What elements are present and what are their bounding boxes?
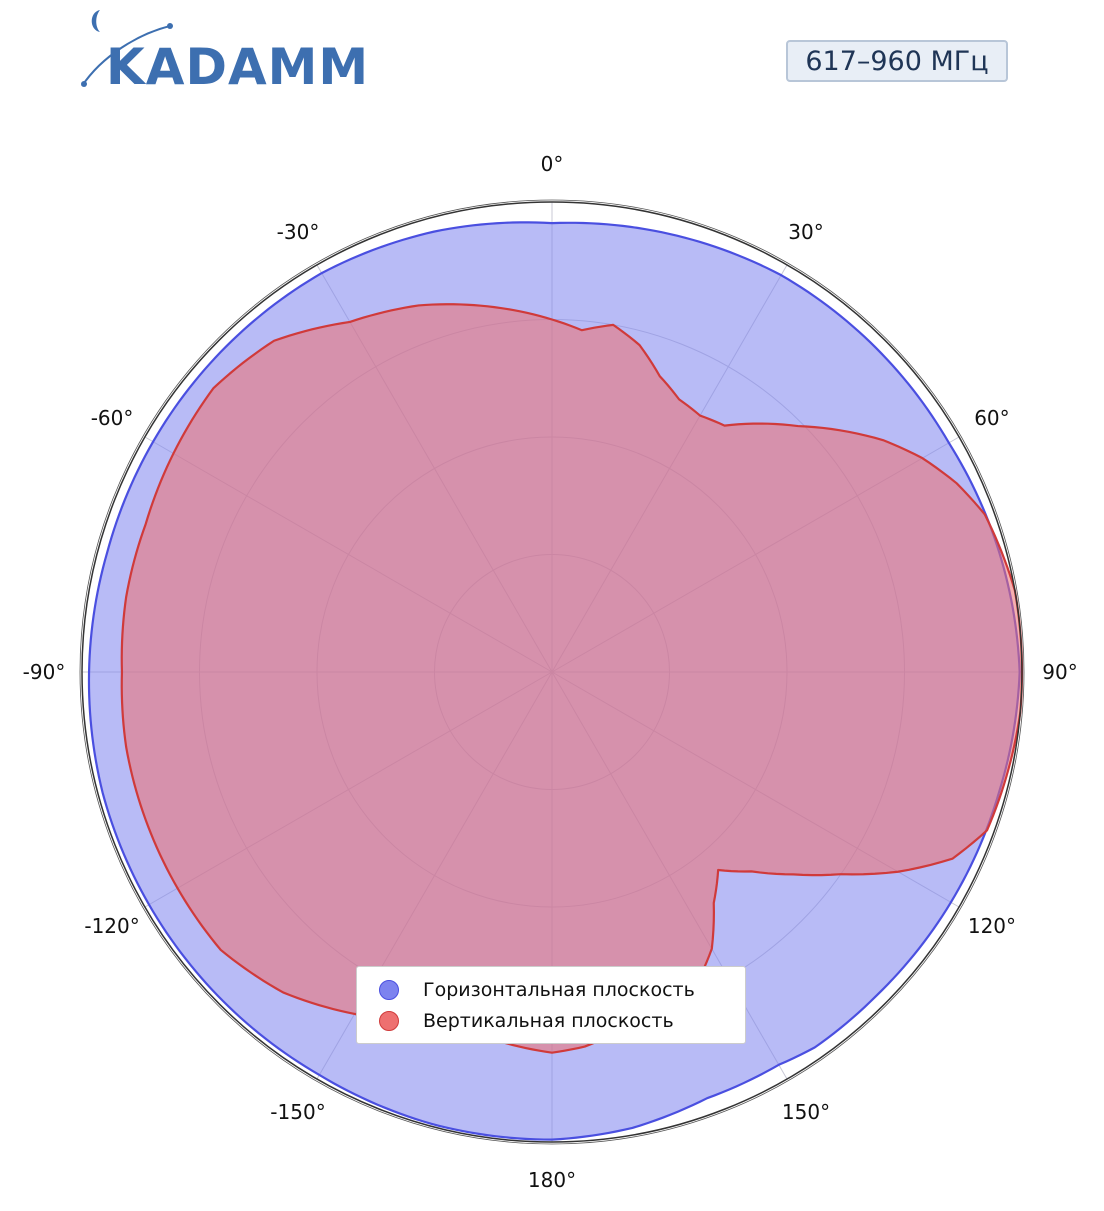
- theta-tick-label: 90°: [1042, 660, 1077, 684]
- series-area-vertical: [120, 303, 1024, 1054]
- legend-marker-horizontal: [379, 980, 399, 1000]
- theta-tick-label: 150°: [782, 1100, 830, 1124]
- polar-outer-ring: [79, 199, 1025, 1145]
- polar-series: [87, 221, 1024, 1141]
- theta-tick-label: -120°: [84, 914, 139, 938]
- theta-tick-label: -30°: [277, 220, 320, 244]
- theta-tick-label: 180°: [528, 1168, 576, 1192]
- legend-label-horizontal: Горизонтальная плоскость: [423, 979, 695, 1001]
- theta-tick-label: -60°: [91, 406, 134, 430]
- legend-item-horizontal: Горизонтальная плоскость: [357, 974, 695, 1006]
- frequency-badge: 617–960 МГц: [786, 40, 1008, 82]
- legend-item-vertical: Вертикальная плоскость: [357, 1005, 674, 1037]
- theta-tick-label: -150°: [270, 1100, 325, 1124]
- theta-tick-label: 120°: [968, 914, 1016, 938]
- logo-wordmark: KADAMM: [106, 38, 370, 96]
- polar-outer-ring: [81, 201, 1023, 1143]
- logo-orbit-icon: [81, 25, 171, 87]
- theta-tick-label: 60°: [974, 406, 1009, 430]
- legend-label-vertical: Вертикальная плоскость: [423, 1010, 674, 1032]
- logo-crescent-icon: [91, 10, 100, 32]
- chart-legend: Горизонтальная плоскость Вертикальная пл…: [356, 966, 746, 1044]
- theta-tick-label: 30°: [788, 220, 823, 244]
- theta-tick-label: 0°: [541, 152, 564, 176]
- theta-tick-label: -90°: [23, 660, 66, 684]
- logo-dot-icon: [167, 23, 173, 29]
- polar-axis: [79, 199, 1025, 1145]
- logo-dot-icon: [81, 81, 87, 87]
- kadamm-logo: [81, 10, 173, 87]
- theta-tick-labels: 0° 30° 60° 90° 120° 150° 180° -150° -120° -90° -60…: [23, 152, 1078, 1192]
- legend-marker-vertical: [379, 1011, 399, 1031]
